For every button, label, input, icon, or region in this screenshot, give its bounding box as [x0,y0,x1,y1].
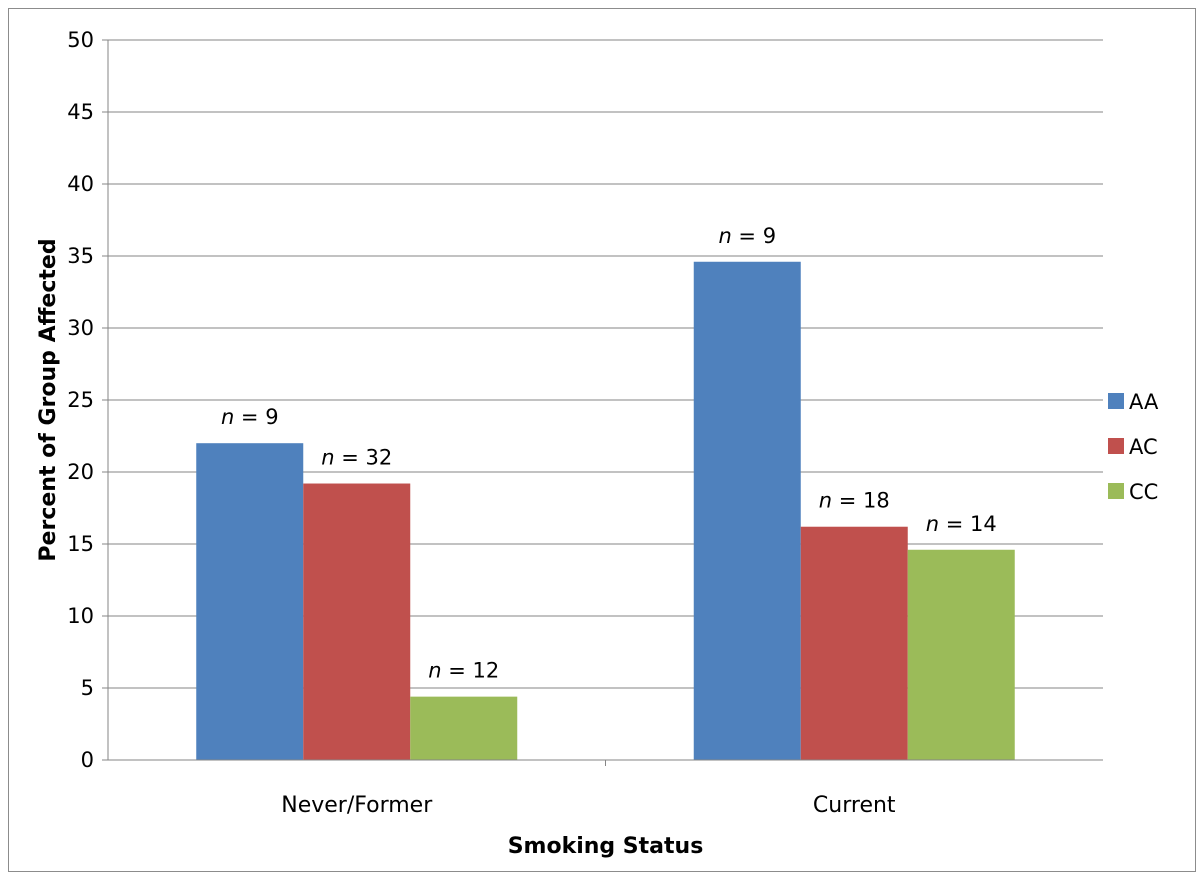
bars [196,261,1015,760]
bar-ac [303,483,411,760]
y-tick-label: 50 [67,28,94,52]
data-label: n = 18 [819,489,890,513]
legend: AA AC CC [1108,390,1159,504]
bar-cc [410,696,518,760]
y-tick-label: 30 [67,316,94,340]
bar-aa [196,443,304,760]
x-category-label: Current [813,793,896,818]
y-tick-label: 40 [67,172,94,196]
y-tick-label: 15 [67,532,94,556]
legend-swatch-aa [1108,393,1124,409]
y-tick-label: 10 [67,604,94,628]
data-labels: n = 9 n = 32 n = 12 n = 9 n = 18 n = 14 [221,224,997,683]
y-tick-label: 0 [81,748,94,772]
data-label: n = 12 [428,659,499,683]
y-tick-label: 5 [81,676,94,700]
x-axis-title: Smoking Status [508,834,704,859]
x-category-label: Never/Former [281,793,433,818]
y-tick-label: 20 [67,460,94,484]
legend-label: CC [1129,480,1158,504]
data-label: n = 9 [221,405,279,429]
y-tick-label: 35 [67,244,94,268]
y-tick-label: 45 [67,100,94,124]
legend-label: AC [1129,435,1158,459]
bar-cc [907,549,1015,760]
y-axis-title: Percent of Group Affected [36,238,61,561]
legend-swatch-ac [1108,438,1124,454]
y-axis-ticks: 0 5 10 15 20 25 30 35 40 45 50 [67,28,108,772]
legend-swatch-cc [1108,483,1124,499]
data-label: n = 14 [926,512,997,536]
x-axis-categories: Never/Former Current [281,760,896,818]
y-tick-label: 25 [67,388,94,412]
data-label: n = 9 [718,224,776,248]
data-label: n = 32 [321,446,392,470]
bar-ac [800,526,908,760]
legend-label: AA [1129,390,1159,414]
bar-aa [693,261,801,760]
